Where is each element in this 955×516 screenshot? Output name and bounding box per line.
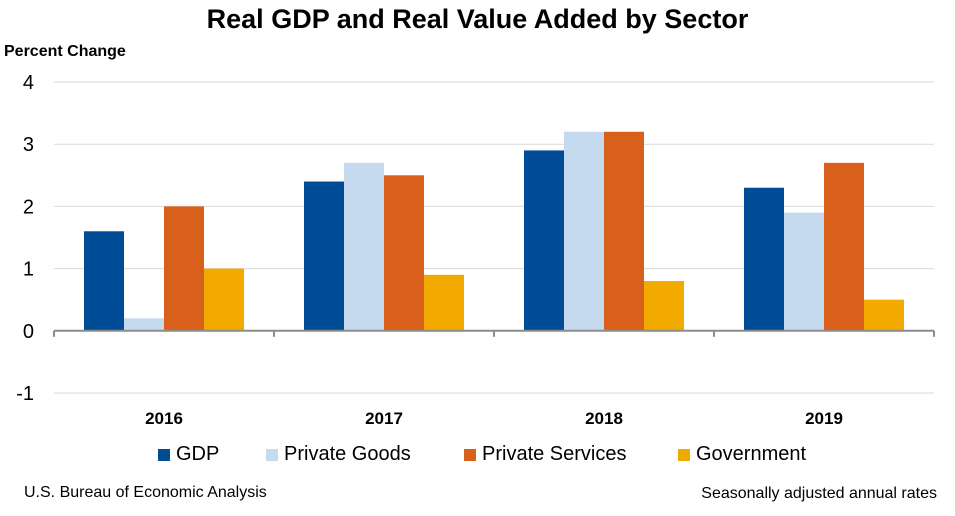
x-tick-label: 2018 — [585, 409, 623, 428]
bars — [84, 131, 904, 331]
y-tick-label: -1 — [16, 383, 34, 405]
rates-note: Seasonally adjusted annual rates — [701, 485, 937, 502]
legend-label: Private Goods — [284, 443, 411, 465]
legend-swatch — [678, 448, 690, 461]
y-tick-labels: -1 0 1 2 3 4 — [16, 72, 34, 405]
y-tick-label: 0 — [23, 321, 34, 343]
legend-swatch — [158, 448, 170, 461]
legend-label: Private Services — [482, 443, 627, 465]
bar-private-services-2018 — [604, 131, 644, 331]
y-tick-label: 4 — [23, 72, 34, 94]
legend-swatch — [266, 448, 278, 461]
legend-item-private-services: Private Services — [464, 443, 627, 466]
legend-swatch — [464, 448, 476, 461]
source-note: U.S. Bureau of Economic Analysis — [24, 484, 267, 501]
bar-government-2016 — [204, 268, 244, 331]
bar-private-services-2017 — [384, 175, 424, 331]
bar-government-2017 — [424, 274, 464, 331]
bar-private-goods-2016 — [124, 318, 164, 331]
bar-private-services-2019 — [824, 162, 864, 331]
legend-item-government: Government — [678, 443, 806, 466]
x-axis — [53, 329, 935, 337]
x-tick-label: 2019 — [805, 409, 843, 428]
legend-item-gdp: GDP — [158, 443, 219, 466]
y-axis-label: Percent Change — [4, 43, 126, 60]
bar-private-goods-2018 — [564, 131, 604, 331]
legend-label: Government — [696, 443, 807, 465]
bar-private-goods-2017 — [344, 162, 384, 331]
y-tick-label: 2 — [23, 196, 34, 218]
legend-item-private-goods: Private Goods — [266, 443, 411, 466]
bar-chart: -1 0 1 2 3 4 2016 2017 2018 2019 — [16, 72, 935, 428]
bar-gdp-2019 — [744, 187, 784, 331]
bar-private-goods-2019 — [784, 212, 824, 331]
bar-gdp-2018 — [524, 150, 564, 331]
x-tick-labels: 2016 2017 2018 2019 — [145, 409, 843, 428]
legend: GDP Private Goods Private Services Gover… — [0, 443, 955, 467]
chart-title: Real GDP and Real Value Added by Sector — [206, 4, 749, 34]
bar-government-2018 — [644, 281, 684, 331]
y-tick-label: 1 — [23, 259, 34, 281]
bar-gdp-2017 — [304, 181, 344, 331]
y-tick-label: 3 — [23, 134, 34, 156]
bar-gdp-2016 — [84, 231, 124, 331]
legend-label: GDP — [176, 443, 220, 465]
x-tick-label: 2016 — [145, 409, 183, 428]
bar-private-services-2016 — [164, 206, 204, 331]
bar-government-2019 — [864, 299, 904, 331]
x-tick-label: 2017 — [365, 409, 403, 428]
